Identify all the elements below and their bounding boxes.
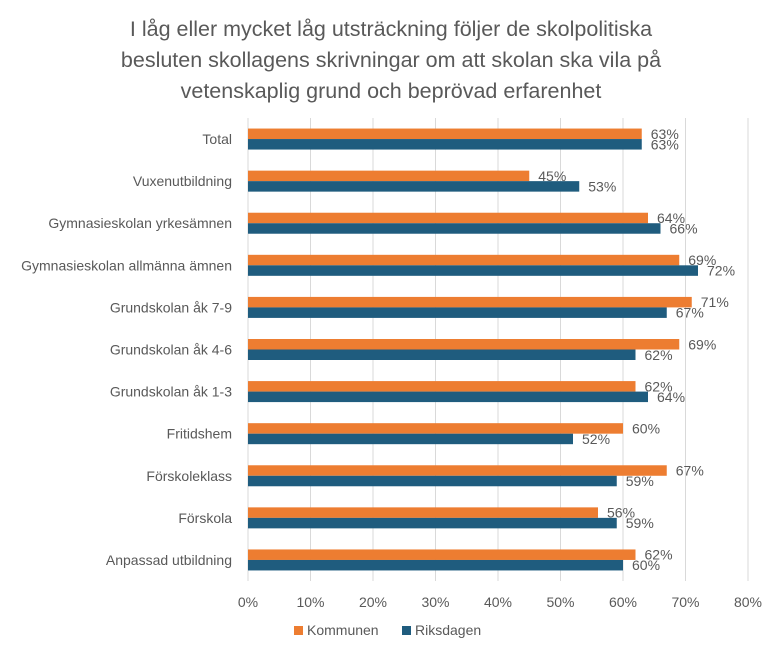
x-tick-label: 80% [734,594,762,610]
category-label: Fritidshem [167,426,232,442]
legend-label-kommunen: Kommunen [307,622,379,638]
bar-riksdagen [248,181,580,192]
data-label: 62% [645,547,673,563]
data-label: 63% [651,126,679,142]
category-label: Grundskolan åk 1-3 [110,384,232,400]
bar-kommunen [248,381,636,392]
bar-kommunen [248,339,680,350]
legend-label-riksdagen: Riksdagen [415,622,481,638]
x-tick-label: 60% [609,594,637,610]
bar-kommunen [248,170,530,182]
category-label: Förskoleklass [146,468,232,484]
bar-riksdagen [248,349,636,360]
bar-riksdagen [248,265,698,276]
data-label: 45% [538,168,566,184]
x-tick-label: 50% [546,594,574,610]
data-label: 69% [688,252,716,268]
data-label: 71% [701,294,729,310]
data-label: 67% [676,463,704,479]
category-label: Gymnasieskolan yrkesämnen [48,215,232,231]
category-label: Grundskolan åk 7-9 [110,299,232,315]
legend-swatch-kommunen [294,626,303,635]
bar-kommunen [248,254,680,266]
category-label: Anpassad utbildning [106,552,232,568]
data-label: 60% [632,557,660,573]
legend-swatch-riksdagen [402,626,411,635]
bar-riksdagen [248,223,661,234]
data-label: 59% [626,515,654,531]
data-label: 72% [707,263,735,279]
x-tick-label: 10% [296,594,324,610]
x-tick-label: 0% [238,594,258,610]
bar-kommunen [248,212,648,224]
bar-riksdagen [248,517,617,529]
bar-kommunen [248,507,598,518]
chart-title-line: I låg eller mycket låg utsträckning följ… [129,17,653,41]
bar-riksdagen [248,391,648,403]
x-tick-label: 40% [484,594,512,610]
bar-riksdagen [248,139,642,150]
bar-riksdagen [248,475,617,487]
x-tick-label: 70% [671,594,699,610]
data-label: 52% [582,431,610,447]
bar-kommunen [248,549,636,560]
data-label: 56% [607,505,635,521]
data-label: 62% [645,347,673,363]
category-label: Total [202,131,232,147]
bar-riksdagen [248,433,573,445]
data-label: 59% [626,473,654,489]
category-label: Gymnasieskolan allmänna ämnen [21,257,232,273]
x-tick-label: 30% [421,594,449,610]
data-label: 62% [645,378,673,394]
data-label: 63% [651,136,679,152]
bar-riksdagen [248,559,623,571]
chart-title: I låg eller mycket låg utsträckning följ… [20,14,762,107]
category-label: Grundskolan åk 4-6 [110,342,232,358]
bar-kommunen [248,423,623,434]
data-label: 64% [657,389,685,405]
data-label: 53% [588,178,616,194]
data-label: 60% [632,420,660,436]
data-label: 66% [670,220,698,236]
data-label: 67% [676,305,704,321]
data-label: 64% [657,210,685,226]
bar-kommunen [248,128,642,140]
bar-riksdagen [248,307,667,318]
bar-kommunen [248,465,667,476]
x-tick-label: 20% [359,594,387,610]
bar-kommunen [248,296,692,308]
chart-title-line: vetenskaplig grund och beprövad erfarenh… [180,79,602,103]
data-label: 69% [688,336,716,352]
chart-title-line: besluten skollagens skrivningar om att s… [120,48,662,72]
category-label: Vuxenutbildning [133,173,232,189]
category-label: Förskola [178,510,232,526]
